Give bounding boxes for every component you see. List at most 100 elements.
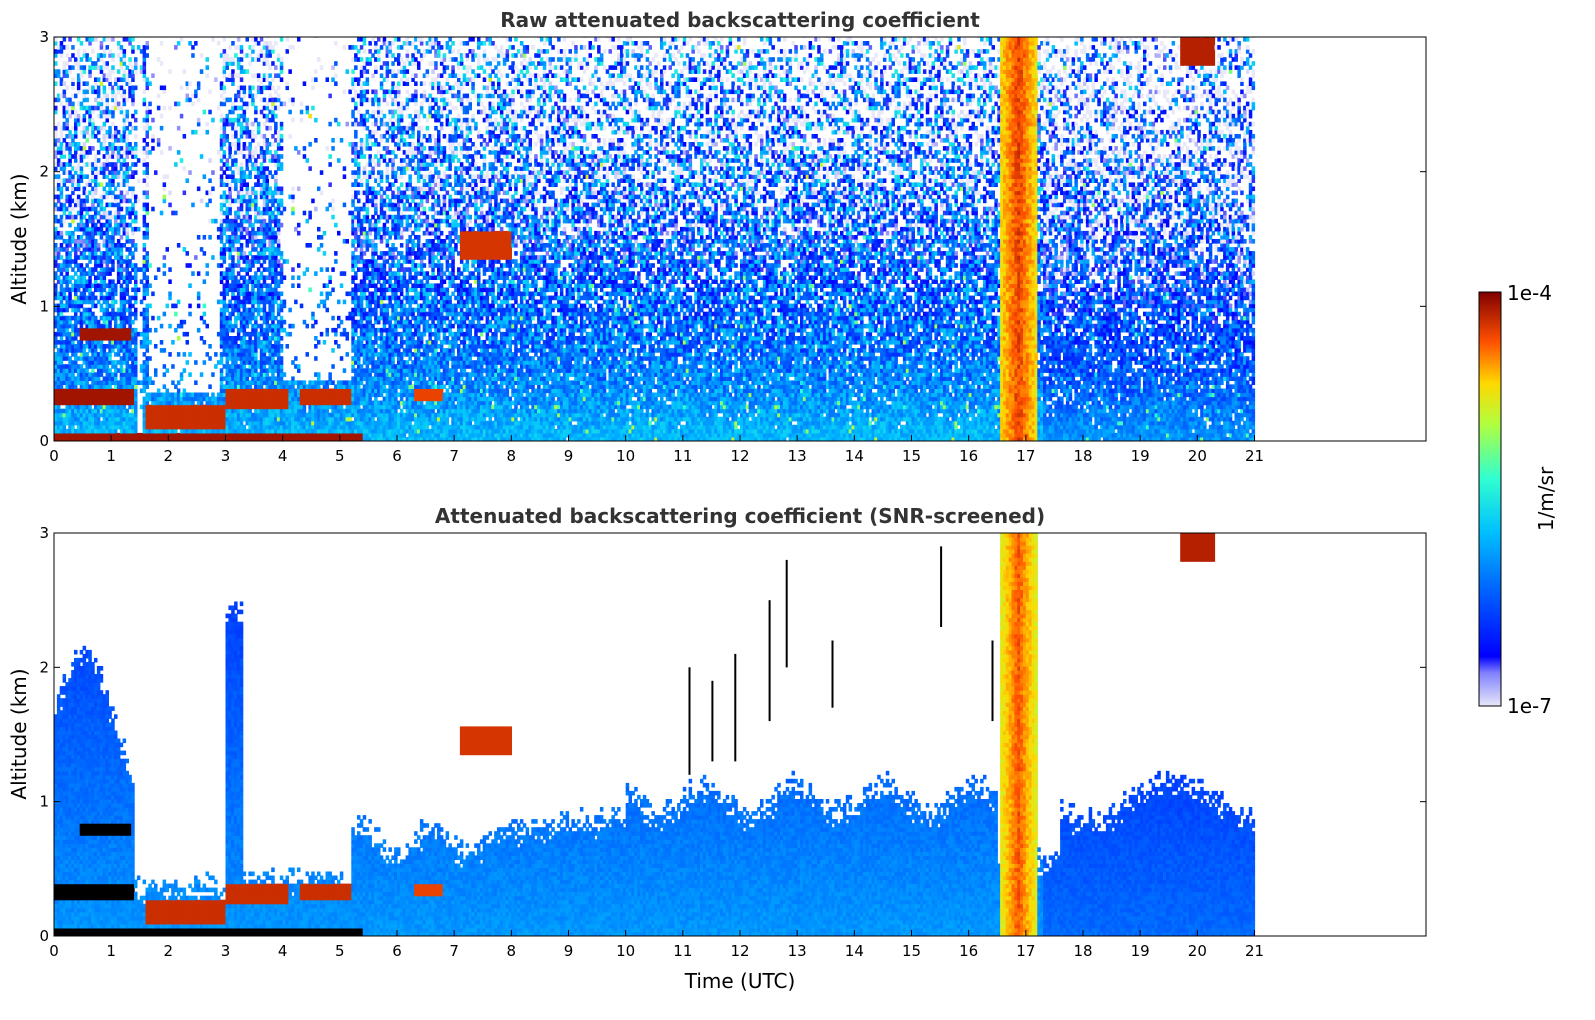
heatmap-cell [117, 158, 121, 163]
heatmap-cell [83, 142, 87, 147]
heatmap-cell [117, 170, 121, 175]
heatmap-cell [88, 288, 92, 293]
heatmap-cell [71, 231, 75, 236]
heatmap-cell [74, 158, 78, 163]
heatmap-cell [88, 308, 92, 313]
heatmap-cell [77, 247, 81, 252]
heatmap-cell [111, 279, 115, 284]
heatmap-cell [71, 235, 75, 240]
chart-title: Raw attenuated backscattering coefficien… [500, 8, 980, 32]
heatmap-cell [54, 37, 58, 42]
heatmap-cell [114, 300, 118, 305]
heatmap-cell [83, 267, 87, 272]
heatmap-cell [120, 154, 124, 159]
heatmap-cell [111, 182, 115, 187]
heatmap-cell [117, 231, 121, 236]
heatmap-cell [71, 267, 75, 272]
heatmap-cell [68, 37, 72, 42]
heatmap-cell [117, 227, 121, 232]
heatmap-cell [94, 61, 98, 66]
heatmap-cell [63, 154, 67, 159]
heatmap-cell [63, 425, 67, 430]
heatmap-cell [54, 154, 58, 159]
heatmap-cell [71, 45, 75, 50]
heatmap-cell [108, 130, 112, 135]
heatmap-cell [74, 94, 78, 99]
heatmap-cell [85, 174, 89, 179]
heatmap-cell [88, 279, 92, 284]
heatmap-cell [108, 223, 112, 228]
heatmap-cell [54, 110, 58, 115]
heatmap-cell [111, 110, 115, 115]
heatmap-cell [54, 203, 58, 208]
heatmap-cell [114, 81, 118, 86]
heatmap-cell [120, 235, 124, 240]
heatmap-cell [117, 211, 121, 216]
heatmap-cell [97, 211, 101, 216]
heatmap-cell [100, 199, 104, 204]
heatmap-cell [108, 255, 112, 260]
heatmap-cell [77, 86, 81, 91]
heatmap-cell [57, 182, 61, 187]
heatmap-cell [54, 41, 58, 46]
heatmap-cell [111, 259, 115, 264]
heatmap-cell [117, 187, 121, 192]
heatmap-cell [94, 37, 98, 42]
heatmap-cell [77, 308, 81, 313]
heatmap-cell [114, 98, 118, 103]
heatmap-cell [106, 300, 110, 305]
heatmap-cell [80, 73, 84, 78]
heatmap-cell [85, 368, 89, 373]
heatmap-cell [74, 292, 78, 297]
heatmap-cell [77, 142, 81, 147]
heatmap-cell [68, 243, 72, 248]
heatmap-cell [57, 199, 61, 204]
heatmap-cell [111, 122, 115, 127]
heatmap-cell [91, 146, 95, 151]
heatmap-cell [83, 69, 87, 74]
heatmap-cell [60, 41, 64, 46]
heatmap-cell [94, 178, 98, 183]
heatmap-cell [97, 320, 101, 325]
heatmap-cell [111, 308, 115, 313]
heatmap-cell [106, 263, 110, 268]
heatmap-cell [88, 150, 92, 155]
heatmap-cell [65, 283, 69, 288]
heatmap-cell [60, 231, 64, 236]
heatmap-cell [68, 211, 72, 216]
heatmap-cell [80, 170, 84, 175]
heatmap-cell [106, 308, 110, 313]
heatmap-cell [68, 292, 72, 297]
heatmap-cell [65, 61, 69, 66]
heatmap-cell [111, 114, 115, 119]
heatmap-cell [80, 41, 84, 46]
heatmap-cell [71, 106, 75, 111]
heatmap-cell [65, 247, 69, 252]
heatmap-cell [111, 150, 115, 155]
heatmap-cell [85, 195, 89, 200]
heatmap-cell [68, 203, 72, 208]
heatmap-cell [54, 288, 58, 293]
heatmap-cell [106, 98, 110, 103]
heatmap-cell [97, 130, 101, 135]
heatmap-cell [94, 304, 98, 309]
heatmap-cell [106, 94, 110, 99]
heatmap-cell [106, 61, 110, 66]
heatmap-cell [60, 191, 64, 196]
heatmap-cell [83, 94, 87, 99]
heatmap-cell [80, 340, 84, 345]
heatmap-cell [106, 45, 110, 50]
heatmap-cell [68, 98, 72, 103]
heatmap-cell [97, 158, 101, 163]
heatmap-cell [63, 65, 67, 70]
heatmap-cell [85, 130, 89, 135]
heatmap-cell [103, 138, 107, 143]
heatmap-cell [85, 90, 89, 95]
heatmap-cell [65, 308, 69, 313]
heatmap-cell [108, 211, 112, 216]
heatmap-cell [60, 134, 64, 139]
heatmap-cell [114, 429, 118, 434]
heatmap-cell [114, 219, 118, 224]
heatmap-cell [60, 360, 64, 365]
heatmap-cell [114, 199, 118, 204]
